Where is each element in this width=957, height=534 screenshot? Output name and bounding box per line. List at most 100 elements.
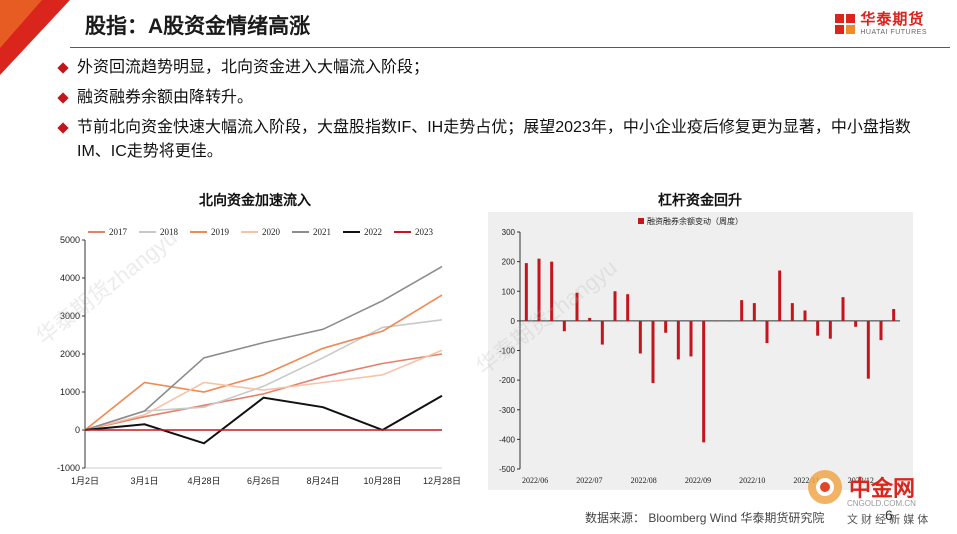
bar bbox=[841, 297, 845, 321]
y-tick-label: -1000 bbox=[57, 463, 80, 473]
x-tick-label: 4月28日 bbox=[187, 476, 220, 486]
northbound-flow-chart: -1000 0 1000 2000 3000 4000 5000 1月2日 3月1日 4月28日 6… bbox=[40, 212, 461, 492]
y-tick-label: 300 bbox=[502, 228, 516, 237]
corner-brand-slogan: 文 财 经 新 媒 体 bbox=[847, 514, 929, 526]
y-tick-label: 0 bbox=[511, 317, 516, 326]
x-tick-label: 2022/11 bbox=[793, 476, 819, 485]
x-tick-label: 8月24日 bbox=[306, 476, 339, 486]
bar bbox=[790, 303, 794, 321]
bar bbox=[866, 320, 870, 379]
corner-brand-domain: CNGOLD.COM.CN bbox=[847, 499, 916, 508]
bullet-text: 节前北向资金快速大幅流入阶段，大盘股指数IF、IH走势占优；展望2023年，中小… bbox=[77, 119, 911, 160]
y-tick-label: 5000 bbox=[60, 235, 80, 245]
logo-mark-icon bbox=[834, 13, 856, 35]
legend-label: 2017 bbox=[109, 227, 128, 237]
legend-label: 2022 bbox=[364, 227, 382, 237]
legend-label: 融资融券余额变动（周度） bbox=[647, 216, 743, 226]
logo-name: 华泰期货 bbox=[860, 11, 925, 28]
bar bbox=[879, 320, 883, 341]
bar bbox=[550, 261, 554, 321]
y-tick-label: 2000 bbox=[60, 349, 80, 359]
bar bbox=[626, 294, 630, 321]
page-title: 股指：A股资金情绪高涨 bbox=[85, 15, 311, 38]
bar bbox=[537, 258, 541, 321]
corner-decoration-accent bbox=[0, 0, 42, 48]
bar bbox=[803, 310, 807, 321]
header-divider bbox=[70, 47, 950, 48]
right-chart-title: 杠杆资金回升 bbox=[658, 192, 742, 208]
page-number: 6 bbox=[885, 507, 893, 523]
legend-label: 2019 bbox=[211, 227, 230, 237]
x-tick-label: 2022/10 bbox=[739, 476, 765, 485]
x-tick-label: 10月28日 bbox=[363, 476, 401, 486]
bar bbox=[588, 317, 592, 321]
bar bbox=[828, 320, 832, 339]
legend-swatch bbox=[638, 218, 644, 224]
legend-label: 2021 bbox=[313, 227, 331, 237]
bullet-diamond-icon bbox=[57, 92, 69, 104]
bar bbox=[752, 303, 756, 321]
bar bbox=[664, 320, 668, 333]
bullet-item: 节前北向资金快速大幅流入阶段，大盘股指数IF、IH走势占优；展望2023年，中小… bbox=[55, 116, 915, 164]
bar bbox=[727, 320, 731, 322]
legend-label: 2023 bbox=[415, 227, 434, 237]
y-tick-label: 4000 bbox=[60, 273, 80, 283]
left-chart-title: 北向资金加速流入 bbox=[199, 192, 311, 208]
y-tick-label: -100 bbox=[499, 347, 516, 356]
y-tick-label: -200 bbox=[499, 376, 516, 385]
bar bbox=[854, 320, 858, 327]
y-tick-label: 3000 bbox=[60, 311, 80, 321]
corner-brand-name: 中金网 bbox=[849, 476, 916, 501]
bar bbox=[714, 320, 718, 322]
bullet-text: 融资融券余额由降转升。 bbox=[77, 89, 254, 106]
bullet-list: 外资回流趋势明显，北向资金进入大幅流入阶段； 融资融券余额由降转升。 节前北向资… bbox=[55, 56, 915, 170]
data-source-footer: 数据来源： Bloomberg Wind 华泰期货研究院 bbox=[585, 511, 825, 525]
bar bbox=[524, 263, 528, 321]
bar bbox=[689, 320, 693, 357]
bar bbox=[575, 292, 579, 321]
bar bbox=[613, 291, 617, 321]
company-logo: 华泰期货 HUATAI FUTURES bbox=[834, 12, 927, 36]
y-tick-label: 100 bbox=[502, 287, 516, 296]
legend-label: 2018 bbox=[160, 227, 179, 237]
bar bbox=[600, 320, 604, 345]
bar bbox=[740, 300, 744, 321]
y-tick-label: -400 bbox=[499, 435, 516, 444]
y-tick-label: 0 bbox=[75, 425, 80, 435]
series-line-2019 bbox=[84, 294, 443, 431]
bar bbox=[765, 320, 769, 344]
line-chart-svg: -1000 0 1000 2000 3000 4000 5000 1月2日 3月1日 4月28日 6… bbox=[57, 227, 461, 486]
series-line-2017 bbox=[84, 353, 443, 431]
x-tick-label: 1月2日 bbox=[71, 476, 99, 486]
bullet-diamond-icon bbox=[57, 62, 69, 74]
x-tick-label: 2022/09 bbox=[685, 476, 711, 485]
y-tick-label: -300 bbox=[499, 406, 516, 415]
bar bbox=[676, 320, 680, 360]
corner-brand: 中金网 CNGOLD.COM.CN 文 财 经 新 媒 体 6 bbox=[803, 463, 953, 529]
x-tick-label: 6月26日 bbox=[247, 476, 280, 486]
bar bbox=[778, 270, 782, 321]
y-tick-label: 200 bbox=[502, 258, 516, 267]
x-tick-label: 2022/12 bbox=[848, 476, 874, 485]
bar bbox=[892, 309, 896, 321]
x-tick-label: 2022/08 bbox=[631, 476, 657, 485]
series-line-2020 bbox=[84, 349, 443, 431]
bar bbox=[562, 320, 566, 332]
margin-balance-chart: -500 -400 -300 -200 -100 0 100 200 300 2022/06 202… bbox=[488, 212, 913, 490]
bullet-item: 外资回流趋势明显，北向资金进入大幅流入阶段； bbox=[55, 56, 915, 80]
legend-label: 2020 bbox=[262, 227, 281, 237]
x-tick-label: 3月1日 bbox=[130, 476, 158, 486]
x-tick-label: 2022/07 bbox=[576, 476, 602, 485]
bar bbox=[651, 320, 655, 384]
bar bbox=[638, 320, 642, 354]
x-tick-label: 2022/06 bbox=[522, 476, 548, 485]
bar bbox=[816, 320, 820, 336]
bar bbox=[702, 320, 706, 443]
y-tick-label: -500 bbox=[499, 465, 516, 474]
logo-name-en: HUATAI FUTURES bbox=[860, 29, 927, 36]
y-tick-label: 1000 bbox=[60, 387, 80, 397]
bullet-diamond-icon bbox=[57, 122, 69, 134]
series-line-2022 bbox=[84, 394, 443, 445]
x-tick-label: 12月28日 bbox=[423, 476, 460, 486]
series-line-2021 bbox=[84, 265, 443, 431]
